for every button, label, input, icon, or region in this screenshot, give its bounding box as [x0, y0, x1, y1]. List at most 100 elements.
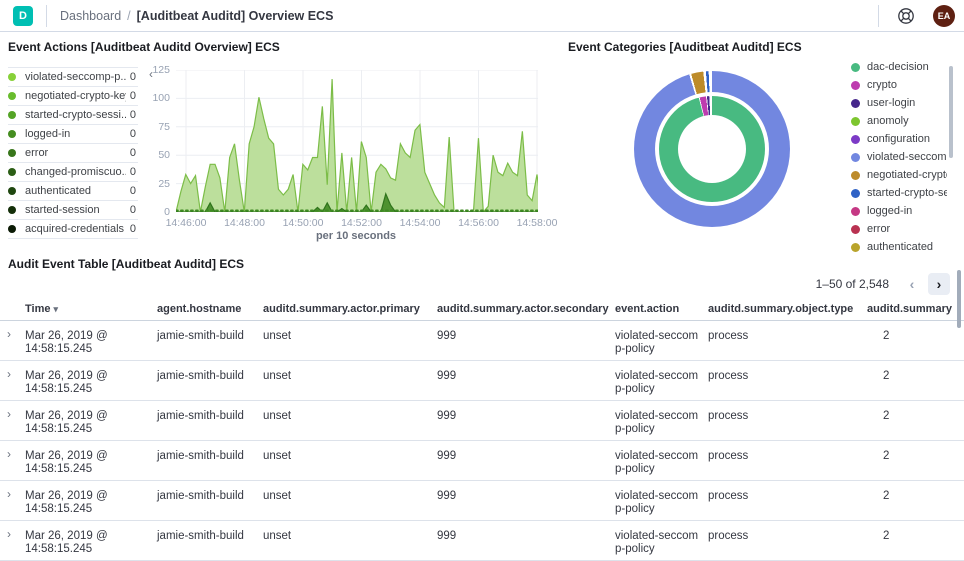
legend-label: negotiated-crypto-key — [25, 90, 126, 102]
pagination-prev-button[interactable]: ‹ — [909, 276, 915, 292]
legend-item[interactable]: logged-in 0 — [8, 125, 138, 144]
help-icon[interactable] — [897, 7, 915, 25]
row-expand-icon[interactable]: › — [7, 367, 11, 381]
area-chart-svg — [176, 70, 538, 212]
table-row: › Mar 26, 2019 @ 14:58:15.245 jamie-smith-… — [0, 321, 964, 361]
legend-item[interactable]: error — [851, 220, 947, 238]
legend-scrollbar[interactable] — [949, 66, 953, 158]
app-logo[interactable]: D — [13, 5, 33, 26]
cell-actor-secondary: 999 — [437, 330, 457, 342]
breadcrumb-separator: / — [127, 8, 131, 23]
x-axis-tick-label: 14:56:00 — [458, 217, 499, 229]
legend-item[interactable]: violated-seccomp-p... 0 — [8, 68, 138, 87]
column-header-label: event.action — [615, 303, 680, 315]
y-axis-tick-label: 125 — [152, 64, 170, 76]
legend-label: configuration — [867, 133, 930, 145]
x-axis-title: per 10 seconds — [315, 230, 397, 242]
x-axis-tick-label: 14:54:00 — [399, 217, 441, 229]
breadcrumb-page-title: [Auditbeat Auditd] Overview ECS — [136, 8, 334, 23]
cell-agent-hostname: jamie-smith-build — [157, 530, 244, 542]
legend-swatch-icon — [8, 130, 16, 138]
legend-collapse-icon[interactable]: ‹ — [149, 67, 153, 81]
legend-item[interactable]: error 0 — [8, 144, 138, 163]
legend-swatch-icon — [851, 80, 860, 90]
legend-label: logged-in — [867, 205, 913, 217]
cell-actor-secondary: 999 — [437, 410, 457, 422]
legend-swatch-icon — [851, 242, 860, 252]
cell-summary: 2 — [883, 410, 890, 422]
legend-item[interactable]: negotiated-crypto... — [851, 166, 947, 184]
table-scrollbar[interactable] — [957, 270, 961, 328]
legend-label: violated-seccomp-p... — [25, 71, 126, 83]
legend-item[interactable]: started-crypto-sessi... 0 — [8, 106, 138, 125]
cell-actor-primary: unset — [263, 410, 292, 422]
cell-event-action: violated-seccomp-policy — [615, 450, 699, 475]
cell-object-type: process — [708, 450, 749, 462]
divider — [46, 4, 47, 27]
legend-item[interactable]: user-login — [851, 94, 947, 112]
column-header-time[interactable]: Time ▾ — [25, 298, 157, 320]
x-axis-tick-label: 14:46:00 — [165, 217, 207, 229]
column-header-auditd-summary[interactable]: auditd.summary — [867, 298, 964, 320]
legend-item[interactable]: crypto — [851, 76, 947, 94]
column-header-auditd-summary-actor-secondary[interactable]: auditd.summary.actor.secondary — [437, 298, 615, 320]
legend-item[interactable]: anomoly — [851, 112, 947, 130]
row-expand-icon[interactable]: › — [7, 487, 11, 501]
legend-swatch-icon — [851, 206, 860, 216]
legend-item[interactable]: authenticated — [851, 238, 947, 256]
cell-actor-secondary: 999 — [437, 450, 457, 462]
table-row: › Mar 26, 2019 @ 14:58:15.245 jamie-smith-… — [0, 521, 964, 561]
cell-time: Mar 26, 2019 @ 14:58:15.245 — [25, 450, 108, 475]
row-expand-icon[interactable]: › — [7, 327, 11, 341]
row-expand-icon[interactable]: › — [7, 527, 11, 541]
cell-agent-hostname: jamie-smith-build — [157, 410, 244, 422]
cell-event-action: violated-seccomp-policy — [615, 530, 699, 555]
donut-hole — [678, 115, 746, 183]
table-header-expander-spacer — [0, 298, 25, 320]
legend-item[interactable]: violated-seccomp... — [851, 148, 947, 166]
y-axis-tick-label: 0 — [164, 206, 170, 218]
legend-item[interactable]: acquired-credentials 0 — [8, 220, 138, 239]
breadcrumb-dashboard-link[interactable]: Dashboard — [60, 8, 122, 23]
legend-item[interactable]: changed-promiscuo... 0 — [8, 163, 138, 182]
legend-item[interactable]: started-crypto-se... — [851, 184, 947, 202]
cell-agent-hostname: jamie-smith-build — [157, 490, 244, 502]
table-pagination: 1–50 of 2,548 ‹ › — [816, 272, 950, 296]
column-header-label: auditd.summary.actor.primary — [263, 303, 420, 315]
x-axis-tick-label: 14:52:00 — [341, 217, 382, 229]
column-header-event-action[interactable]: event.action — [615, 298, 708, 320]
legend-item[interactable]: logged-in — [851, 202, 947, 220]
cell-actor-primary: unset — [263, 450, 292, 462]
audit-table-panel-title: Audit Event Table [Auditbeat Auditd] ECS — [8, 257, 244, 271]
cell-summary: 2 — [883, 530, 890, 542]
column-header-auditd-summary-object-type[interactable]: auditd.summary.object.type — [708, 298, 867, 320]
row-expand-icon[interactable]: › — [7, 407, 11, 421]
legend-item[interactable]: started-session 0 — [8, 201, 138, 220]
pagination-next-button[interactable]: › — [928, 273, 950, 295]
column-header-label: auditd.summary.object.type — [708, 303, 854, 315]
event-actions-panel-title: Event Actions [Auditbeat Auditd Overview… — [8, 40, 280, 54]
legend-label: logged-in — [25, 128, 71, 140]
divider — [878, 4, 879, 27]
y-axis-tick-label: 100 — [152, 92, 170, 105]
legend-label: error — [867, 223, 891, 235]
legend-item[interactable]: negotiated-crypto-key 0 — [8, 87, 138, 106]
legend-item[interactable]: configuration — [851, 130, 947, 148]
legend-swatch-icon — [851, 152, 860, 162]
column-header-agent-hostname[interactable]: agent.hostname — [157, 298, 263, 320]
legend-item[interactable]: authenticated 0 — [8, 182, 138, 201]
row-expand-icon[interactable]: › — [7, 447, 11, 461]
cell-time: Mar 26, 2019 @ 14:58:15.245 — [25, 370, 108, 395]
user-avatar[interactable]: EA — [933, 4, 955, 27]
cell-agent-hostname: jamie-smith-build — [157, 330, 244, 342]
legend-value: 0 — [129, 147, 136, 159]
legend-item[interactable]: dac-decision — [851, 58, 947, 76]
x-axis-tick-label: 14:50:00 — [282, 217, 324, 229]
cell-actor-secondary: 999 — [437, 490, 457, 502]
y-axis-tick-label: 75 — [158, 120, 170, 133]
table-row: › Mar 26, 2019 @ 14:58:15.245 jamie-smith-… — [0, 441, 964, 481]
column-header-auditd-summary-actor-primary[interactable]: auditd.summary.actor.primary — [263, 298, 437, 320]
legend-label: violated-seccomp... — [867, 151, 947, 163]
cell-summary: 2 — [883, 330, 890, 342]
